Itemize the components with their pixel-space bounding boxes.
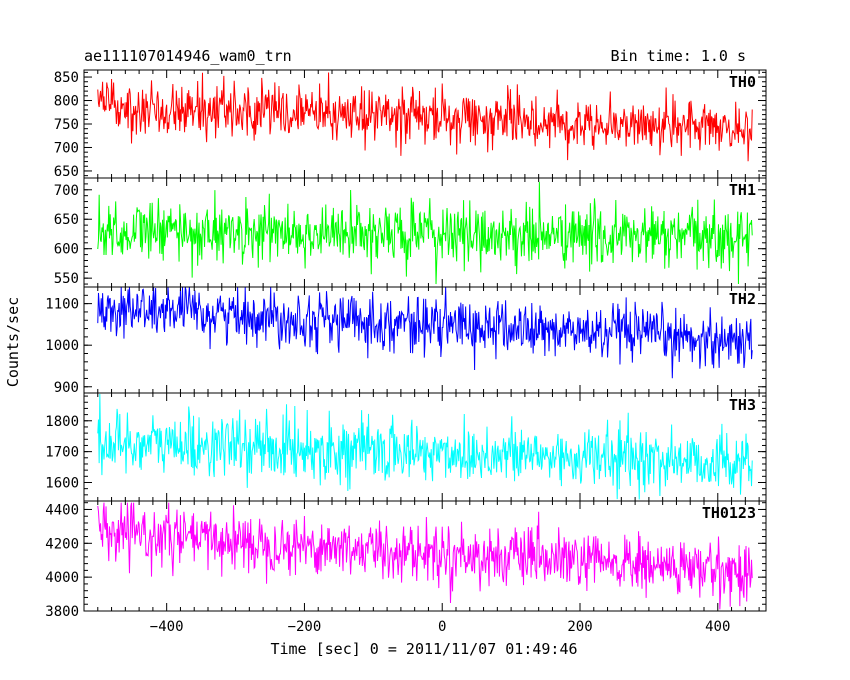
panel-frame-th0123 [83,500,767,612]
y-tick-label: 600 [54,242,79,258]
y-tick-label: 900 [54,380,79,396]
y-tick-label: 1000 [45,338,79,354]
y-tick-label: 1800 [45,414,79,430]
panel-label-th2: TH2 [729,290,756,308]
panel-label-th0: TH0 [729,73,756,91]
series-line-th3 [97,394,753,500]
series-line-th2 [97,287,753,379]
x-tick-label: 200 [567,619,592,635]
y-tick-label: 3800 [45,604,79,620]
y-tick-label: 4400 [45,502,79,518]
y-tick-label: 550 [54,271,79,287]
series-line-th0 [97,72,753,162]
y-axis-label: Counts/sec [4,297,22,387]
x-tick-label: 400 [705,619,730,635]
y-tick-label: 1100 [45,297,79,313]
panel-label-th3: TH3 [729,396,756,414]
panel-label-th0123: TH0123 [702,504,756,522]
y-tick-label: 1700 [45,445,79,461]
y-tick-label: 800 [54,94,79,110]
y-tick-label: 1600 [45,475,79,491]
series-line-th1 [97,181,753,285]
panel-label-th1: TH1 [729,181,756,199]
y-tick-label: 750 [54,117,79,133]
y-tick-label: 4200 [45,536,79,552]
x-tick-label: 0 [438,619,446,635]
bin-time-label: Bin time: 1.0 s [611,47,746,65]
x-tick-label: −200 [288,619,322,635]
series-line-th0123 [97,502,753,610]
y-tick-label: 650 [54,212,79,228]
x-axis-label: Time [sec] 0 = 2011/11/07 01:49:46 [270,640,577,658]
panels-group: 650 700 750 800 850 TH0 550 600 650 700 TH1 900 1000… [45,69,767,635]
chart-title: ae111107014946_wam0_trn [84,47,292,65]
y-tick-label: 700 [54,183,79,199]
y-tick-label: 700 [54,140,79,156]
y-tick-label: 850 [54,70,79,86]
y-tick-label: 650 [54,164,79,180]
y-tick-label: 4000 [45,570,79,586]
x-tick-label: −400 [150,619,184,635]
